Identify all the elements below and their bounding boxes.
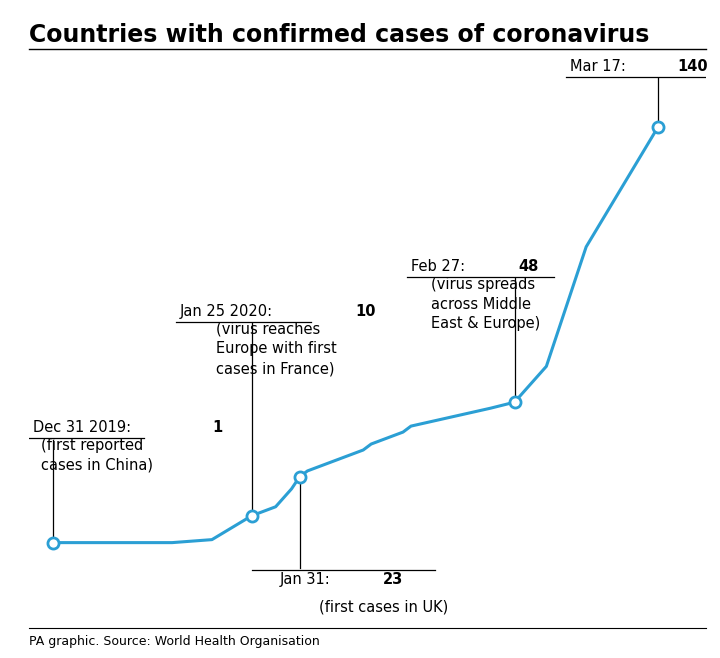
Text: Jan 31:: Jan 31: — [279, 572, 335, 588]
Text: (first cases in UK): (first cases in UK) — [320, 599, 449, 615]
Text: (virus spreads
across Middle
East & Europe): (virus spreads across Middle East & Euro… — [431, 277, 540, 332]
Text: Countries with confirmed cases of coronavirus: Countries with confirmed cases of corona… — [29, 23, 649, 47]
Text: Jan 25 2020:: Jan 25 2020: — [180, 303, 278, 318]
Text: 140: 140 — [678, 59, 708, 74]
Text: (virus reaches
Europe with first
cases in France): (virus reaches Europe with first cases i… — [216, 322, 337, 376]
Text: Mar 17:: Mar 17: — [570, 59, 631, 74]
Text: PA graphic. Source: World Health Organisation: PA graphic. Source: World Health Organis… — [29, 635, 320, 648]
Text: 10: 10 — [355, 303, 376, 318]
Text: Dec 31 2019:: Dec 31 2019: — [33, 420, 135, 435]
Text: Feb 27:: Feb 27: — [411, 259, 469, 274]
Text: 1: 1 — [212, 420, 222, 435]
Text: 48: 48 — [518, 259, 539, 274]
Text: 23: 23 — [383, 572, 403, 588]
Text: (first reported
cases in China): (first reported cases in China) — [41, 438, 153, 473]
